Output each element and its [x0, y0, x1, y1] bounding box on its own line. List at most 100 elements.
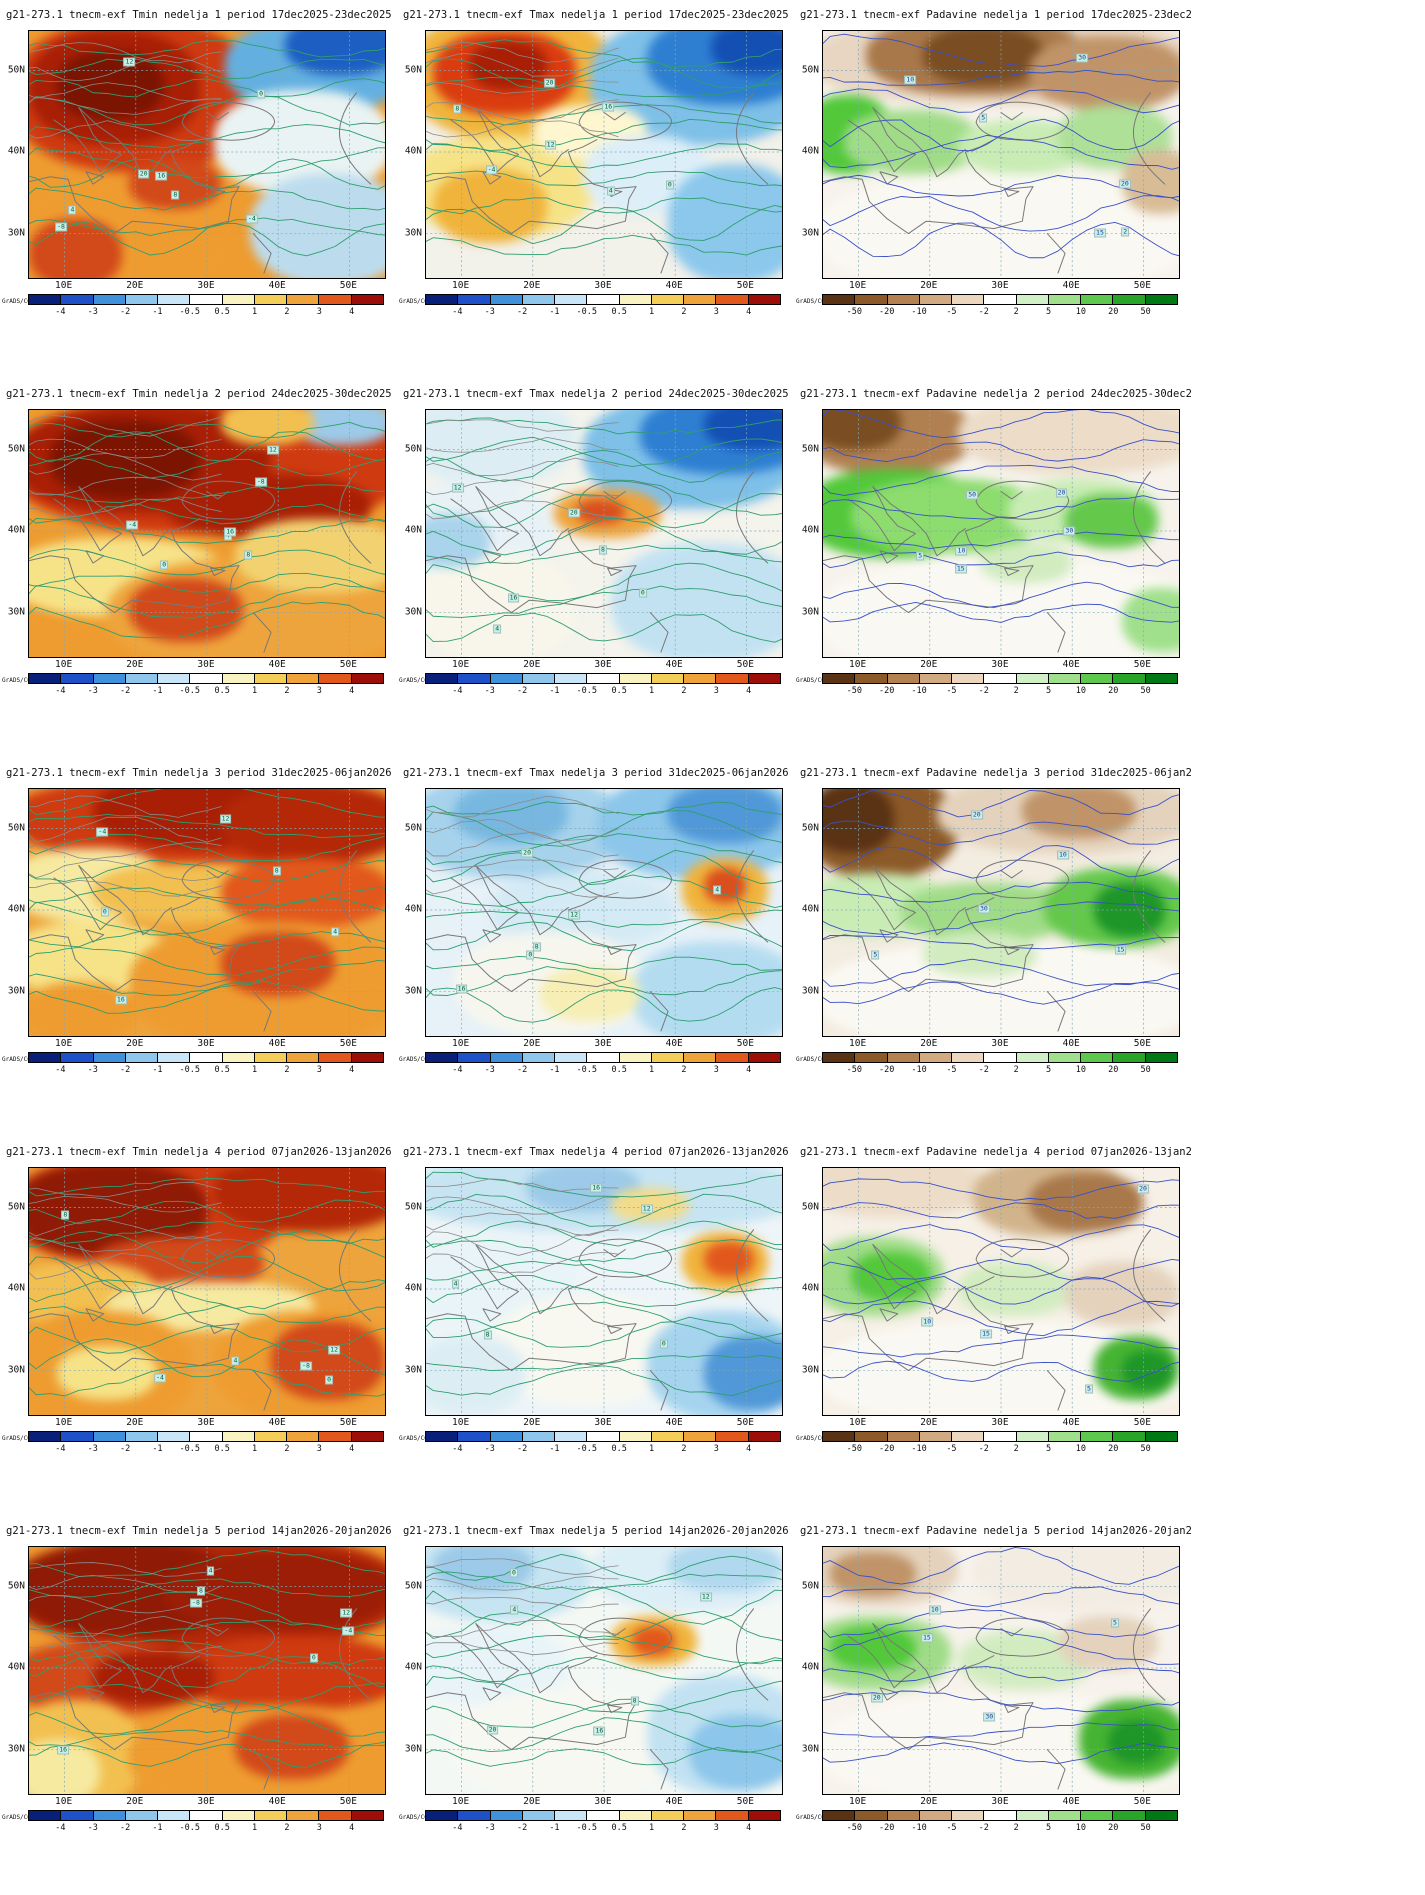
colorbar-cell [350, 295, 383, 304]
colorbar-tick-label: -20 [879, 1823, 895, 1833]
colorbar-tick-label: -20 [879, 1065, 895, 1075]
contour-label: 0 [659, 1339, 668, 1349]
colorbar-tick-label: 50 [1140, 1823, 1151, 1833]
contour-label: 20 [137, 169, 150, 179]
panel-title: g21-273.1 tnecm-exf Tmin nedelja 2 perio… [6, 388, 392, 400]
lon-axis: 10E 20E 30E 40E 50E [28, 659, 384, 671]
colorbar-tick-label: 3 [316, 307, 322, 317]
colorbar-tick-label: -5 [946, 686, 957, 696]
lon-label-50e: 50E [736, 1038, 754, 1049]
lat-label-40n: 40N [404, 1661, 422, 1673]
colorbar-tick-label: -3 [484, 686, 495, 696]
colorbar-tick-label: 3 [713, 1823, 719, 1833]
colorbar-tick-label: -0.5 [576, 686, 598, 696]
field-blob [1107, 1719, 1165, 1765]
colorbar-cell [650, 1053, 684, 1062]
colorbar-tick-label: -10 [911, 1444, 927, 1454]
map-canvas: 0 4 8 12 16 [425, 1167, 783, 1416]
map-panel: g21-273.1 tnecm-exf Tmin nedelja 5 perio… [0, 1516, 397, 1895]
contour-label: 30 [1063, 526, 1076, 536]
colorbar-cell [286, 1053, 319, 1062]
colorbar-ticks: -4 -3 -2 -1 -0.5 0.5 1 2 3 4 [28, 1444, 384, 1456]
contour-label-layer: -4 0 4 8 12 16 20 [426, 31, 782, 278]
lat-label-30n: 30N [801, 227, 819, 239]
lat-label-40n: 40N [801, 903, 819, 915]
colorbar-tick-label: -4 [452, 1823, 463, 1833]
colorbar-ticks: -50 -20 -10 -5 -2 2 5 10 20 50 [822, 686, 1178, 698]
map-overlay [823, 1168, 1179, 1415]
contour-label-layer: 0 4 8 12 16 [426, 1168, 782, 1415]
grads-cola-credit: GrADS/COLA [399, 1056, 436, 1063]
colorbar: -50 -20 -10 -5 -2 2 5 10 20 50 [822, 1052, 1178, 1080]
lon-axis: 10E 20E 30E 40E 50E [425, 659, 781, 671]
field-blob [632, 942, 782, 1036]
lon-label-30e: 30E [197, 280, 215, 291]
colorbar-cell [350, 1432, 383, 1441]
lon-label-10e: 10E [55, 659, 73, 670]
colorbar-tick-label: -2 [119, 1823, 131, 1833]
contour-label: 15 [1094, 228, 1106, 238]
lat-label-30n: 30N [404, 985, 422, 997]
contour-label: 20 [1055, 488, 1068, 498]
field-blob [454, 1690, 676, 1794]
map-panel: g21-273.1 tnecm-exf Padavine nedelja 4 p… [794, 1137, 1191, 1516]
colorbar-cell [29, 674, 61, 683]
contour-label: 20 [486, 1725, 499, 1735]
panel-title: g21-273.1 tnecm-exf Tmin nedelja 4 perio… [6, 1146, 392, 1158]
colorbar-tick-label: -0.5 [179, 307, 201, 317]
colorbar-ticks: -4 -3 -2 -1 -0.5 0.5 1 2 3 4 [28, 1065, 384, 1077]
field-blob [668, 164, 782, 278]
map-area: 50N 40N 30N 5 10 15 20 30 50 [794, 409, 1191, 658]
lon-label-50e: 50E [339, 1038, 357, 1049]
contour-label: -4 [96, 827, 109, 837]
field-blob [851, 1251, 930, 1302]
colorbar-cell [823, 1053, 855, 1062]
lat-label-30n: 30N [404, 1364, 422, 1376]
colorbar-cell [1047, 674, 1081, 683]
contour-label: -8 [254, 477, 267, 487]
colorbar-cell [457, 674, 490, 683]
colorbar-cell [683, 295, 716, 304]
contour-label: 8 [61, 1210, 70, 1220]
colorbar: -50 -20 -10 -5 -2 2 5 10 20 50 [822, 1431, 1178, 1459]
lon-label-50e: 50E [736, 1417, 754, 1428]
colorbar-ticks: -4 -3 -2 -1 -0.5 0.5 1 2 3 4 [28, 686, 384, 698]
colorbar-cell [92, 674, 125, 683]
lon-label-10e: 10E [849, 1038, 867, 1049]
colorbar-tick-label: 2 [1013, 307, 1019, 317]
colorbar-cell [1112, 674, 1145, 683]
colorbar-tick-label: -2 [978, 686, 989, 696]
contour-label: 15 [980, 1329, 992, 1339]
lon-label-30e: 30E [991, 659, 1009, 670]
lon-label-30e: 30E [594, 659, 612, 670]
grads-cola-credit: GrADS/COLA [796, 1814, 833, 1821]
contour-label-layer: 2 5 10 15 20 30 [823, 31, 1179, 278]
contour-label: 0 [526, 950, 535, 960]
field-blob [668, 1547, 782, 1592]
contour-label: 16 [602, 102, 615, 112]
contour-lines [426, 1172, 782, 1396]
colorbar-cell [618, 1053, 651, 1062]
map-panel: g21-273.1 tnecm-exf Tmin nedelja 3 perio… [0, 758, 397, 1137]
colorbar-tick-label: 1 [648, 1065, 655, 1075]
colorbar-cell [747, 674, 780, 683]
colorbar-tick-label: -0.5 [576, 1065, 598, 1075]
lon-axis: 10E 20E 30E 40E 50E [425, 1038, 781, 1050]
contour-label: -4 [126, 520, 139, 530]
lon-label-20e: 20E [920, 659, 938, 670]
colorbar-cell [92, 1053, 125, 1062]
lon-label-10e: 10E [849, 280, 867, 291]
colorbar-cell [318, 1811, 351, 1820]
field-blob [1029, 1172, 1144, 1233]
lon-label-20e: 20E [126, 659, 144, 670]
colorbar-cell [60, 1811, 93, 1820]
grads-cola-credit: GrADS/COLA [2, 1056, 39, 1063]
lon-label-20e: 20E [920, 1417, 938, 1428]
colorbar-cell [918, 674, 952, 683]
map-overlay [426, 31, 782, 278]
lat-label-50n: 50N [7, 1580, 25, 1592]
panel-title: g21-273.1 tnecm-exf Tmax nedelja 4 perio… [403, 1146, 789, 1158]
colorbar-tick-label: -2 [516, 1444, 528, 1454]
contour-lines [823, 790, 1179, 1004]
contour-label: 30 [983, 1712, 996, 1722]
